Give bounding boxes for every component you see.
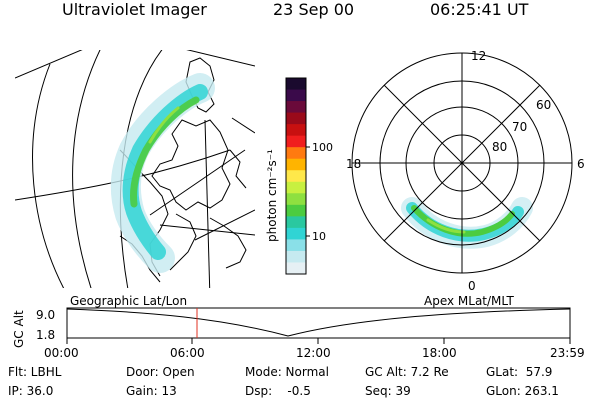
map-aurora bbox=[110, 73, 215, 273]
colorbar-segment bbox=[286, 124, 306, 137]
graticule-line bbox=[194, 209, 255, 241]
graticule-line bbox=[204, 119, 211, 288]
glat-status: GLat: 57.9 bbox=[486, 365, 553, 379]
colorbar-segment bbox=[286, 147, 306, 160]
mlt-label-18: 18 bbox=[346, 157, 361, 171]
polar-axis-diagonal bbox=[383, 84, 541, 242]
timeline-left-label: Geographic Lat/Lon bbox=[70, 294, 187, 308]
colorbar-segment bbox=[286, 216, 306, 229]
gc-alt-status: GC Alt: 7.2 Re bbox=[365, 365, 449, 379]
colorbar-segment bbox=[286, 112, 306, 125]
dsp-status: Dsp: -0.5 bbox=[245, 384, 311, 398]
lat-label-70: 70 bbox=[512, 120, 527, 134]
graticule-line bbox=[149, 149, 246, 216]
filter-status: Flt: LBHL bbox=[8, 365, 62, 379]
colorbar-segment bbox=[286, 193, 306, 206]
header-bar: Ultraviolet Imager 23 Sep 00 06:25:41 UT bbox=[0, 0, 600, 22]
timeline-xtick-1200: 12:00 bbox=[296, 346, 331, 360]
timeline-xtick-0000: 00:00 bbox=[44, 346, 79, 360]
colorbar-segment bbox=[286, 135, 306, 148]
timeline-xtick-0600: 06:00 bbox=[170, 346, 205, 360]
timeline-ytick-high: 9.0 bbox=[36, 308, 55, 322]
timeline-ytick-low: 1.8 bbox=[36, 328, 55, 342]
mlt-label-0: 0 bbox=[468, 279, 476, 293]
lat-label-60: 60 bbox=[536, 98, 551, 112]
colorbar-segment bbox=[286, 101, 306, 114]
gain-status: Gain: 13 bbox=[126, 384, 177, 398]
coastline-arctic-islands bbox=[151, 119, 231, 211]
graticule-line bbox=[32, 63, 65, 288]
colorbar-unit-label: photon cm⁻²s⁻¹ bbox=[265, 149, 279, 242]
graticule-line bbox=[72, 50, 101, 288]
colorbar-segment bbox=[286, 250, 306, 263]
geographic-map bbox=[15, 50, 255, 288]
coastline-bay bbox=[169, 213, 197, 271]
colorbar-segment bbox=[286, 78, 306, 91]
colorbar-segment bbox=[286, 181, 306, 194]
timeline-right-label: Apex MLat/MLT bbox=[424, 294, 514, 308]
graticule-line bbox=[159, 224, 255, 236]
colorbar-tick-10: 10 bbox=[312, 230, 326, 243]
colorbar-tick-100: 100 bbox=[312, 141, 333, 154]
colorbar-segment bbox=[286, 262, 306, 275]
graticule-line bbox=[186, 50, 255, 67]
colorbar-frame bbox=[285, 77, 307, 275]
timeline-axis-label: GC Alt bbox=[12, 310, 26, 348]
date-label: 23 Sep 00 bbox=[273, 0, 355, 19]
colorbar-segment bbox=[286, 227, 306, 240]
colorbar-segment bbox=[286, 239, 306, 252]
colorbar-segment bbox=[286, 170, 306, 183]
mode-status: Mode: Normal bbox=[245, 365, 329, 379]
colorbar bbox=[285, 77, 310, 275]
coastline-east bbox=[209, 217, 247, 269]
ip-status: IP: 36.0 bbox=[8, 384, 54, 398]
time-label: 06:25:41 UT bbox=[430, 0, 529, 19]
mlt-label-6: 6 bbox=[577, 157, 585, 171]
timeline-xtick-2359: 23:59 bbox=[550, 346, 585, 360]
orbit-timeline: Geographic Lat/Lon Apex MLat/MLT GC Alt … bbox=[12, 294, 585, 360]
glon-status: GLon: 263.1 bbox=[486, 384, 559, 398]
lat-label-80: 80 bbox=[492, 140, 507, 154]
timeline-frame bbox=[66, 307, 571, 339]
coastline-island bbox=[229, 149, 247, 189]
door-status: Door: Open bbox=[126, 365, 195, 379]
graticule-line bbox=[231, 117, 255, 134]
graticule-line bbox=[15, 50, 83, 79]
colorbar-segment bbox=[286, 89, 306, 102]
altitude-curve bbox=[66, 308, 571, 337]
timeline-ticks bbox=[66, 338, 571, 344]
seq-status: Seq: 39 bbox=[365, 384, 411, 398]
instrument-title: Ultraviolet Imager bbox=[62, 0, 207, 19]
mlt-label-12: 12 bbox=[471, 49, 486, 63]
polar-aurora bbox=[401, 197, 533, 249]
timeline-xtick-1800: 18:00 bbox=[422, 346, 457, 360]
polar-mlt-plot: 12 18 6 0 60 70 80 bbox=[346, 49, 585, 293]
colorbar-segment bbox=[286, 158, 306, 171]
colorbar-segment bbox=[286, 204, 306, 217]
graticule bbox=[15, 50, 255, 288]
